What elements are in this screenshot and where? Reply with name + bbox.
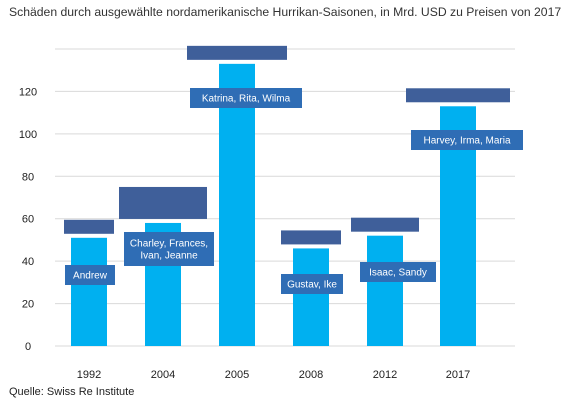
- bar-2008: [293, 248, 329, 346]
- chart-title: Schäden durch ausgewählte nordamerikanis…: [9, 5, 562, 19]
- storm-label-text: Isaac, Sandy: [369, 268, 427, 279]
- storm-label-text: Katrina, Rita, Wilma: [202, 94, 291, 105]
- redaction-block: [281, 230, 341, 245]
- y-tick-label: 20: [22, 299, 34, 311]
- storm-label-box: [124, 232, 214, 266]
- storm-label-box: [190, 88, 302, 108]
- storm-label-box: [281, 274, 343, 294]
- y-tick-label: 100: [19, 129, 37, 141]
- storm-label-box: [360, 262, 436, 282]
- y-tick-label: 80: [22, 171, 34, 183]
- x-tick-label: 2012: [373, 369, 397, 381]
- y-tick-label: 0: [25, 341, 31, 353]
- storm-label-box: [411, 130, 523, 150]
- storm-label-box: [65, 265, 115, 285]
- x-tick-label: 2017: [446, 369, 470, 381]
- storm-label-text: Andrew: [73, 271, 108, 282]
- redaction-block: [187, 45, 287, 60]
- storm-label-text: Gustav, Ike: [287, 280, 337, 291]
- storm-label-text: Charley, Frances,: [130, 239, 208, 250]
- redaction-block: [119, 186, 207, 219]
- storm-label-text: Harvey, Irma, Maria: [423, 136, 510, 147]
- storm-label-text: Ivan, Jeanne: [140, 251, 198, 262]
- source-note: Quelle: Swiss Re Institute: [9, 386, 135, 398]
- redaction-block: [351, 217, 419, 232]
- y-tick-label: 60: [22, 214, 34, 226]
- bar-2012: [367, 235, 403, 346]
- y-tick-label: 40: [22, 256, 34, 268]
- redaction-block: [406, 88, 510, 103]
- x-tick-label: 2005: [225, 369, 249, 381]
- x-tick-label: 2008: [299, 369, 323, 381]
- bar-2005: [219, 63, 255, 346]
- redaction-block: [64, 219, 114, 234]
- x-tick-label: 1992: [77, 369, 101, 381]
- bar-1992: [71, 237, 107, 346]
- x-tick-label: 2004: [151, 369, 175, 381]
- y-tick-label: 120: [19, 86, 37, 98]
